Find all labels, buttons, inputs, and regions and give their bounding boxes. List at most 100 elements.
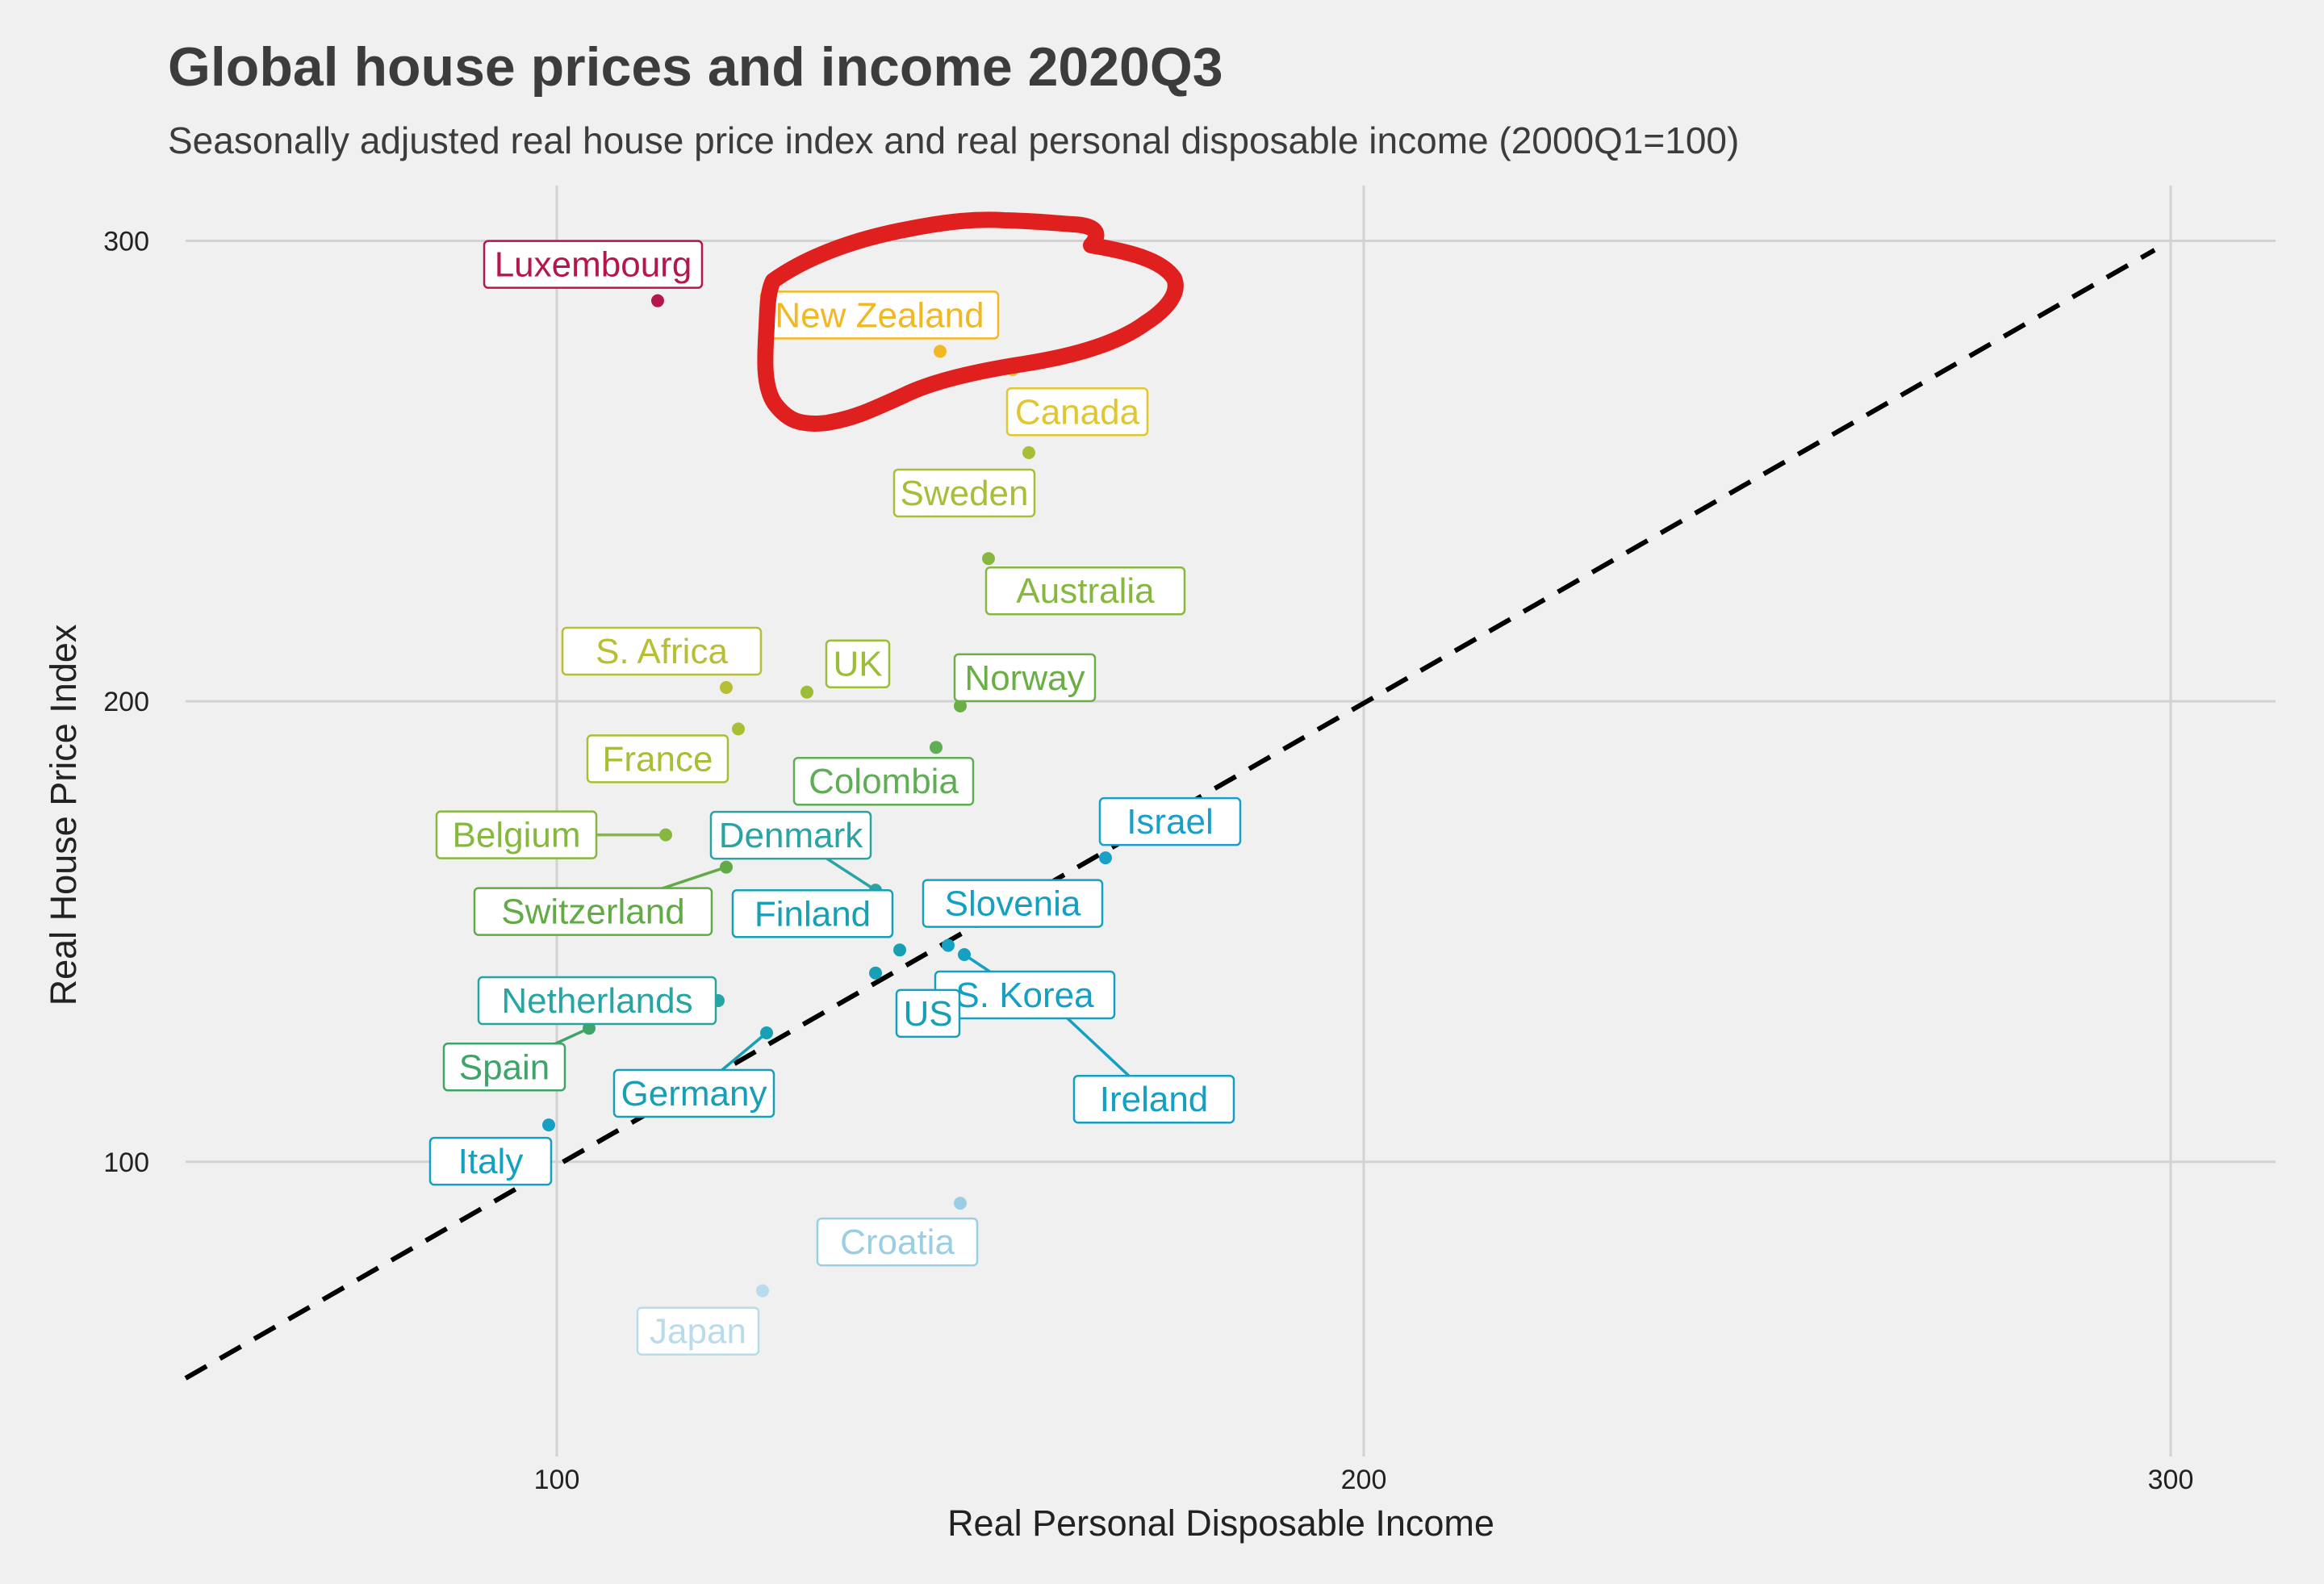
point-label: Belgium [435, 810, 598, 859]
data-point [942, 938, 955, 952]
label-box [586, 734, 729, 784]
label-box [636, 1306, 760, 1356]
point-label: Spain [442, 1043, 566, 1092]
dashed-diagonal-line [184, 248, 2156, 1381]
data-point [720, 860, 733, 874]
label-text: UK [833, 645, 882, 684]
point-label: Australia [984, 566, 1186, 616]
label-text: Luxembourg [495, 245, 692, 285]
label-box [825, 639, 891, 688]
label-text: Israel [1126, 802, 1214, 842]
data-point [651, 294, 664, 307]
label-box [1072, 1074, 1235, 1124]
data-point [542, 1118, 555, 1132]
data-point [982, 552, 995, 566]
y-axis-label: Real House Price Index [43, 624, 84, 1005]
data-point [1022, 445, 1035, 459]
point-label: S. Korea [934, 970, 1116, 1020]
chart-title: Global house prices and income 2020Q3 [168, 36, 1223, 98]
label-text: Croatia [840, 1222, 955, 1262]
label-box [428, 1136, 553, 1186]
data-point [800, 685, 813, 699]
label-text: Germany [621, 1074, 767, 1114]
label-text: New Zealand [775, 295, 984, 335]
label-text: Canada [1015, 392, 1140, 432]
data-points [542, 294, 1112, 1298]
x-tick-label: 200 [1341, 1465, 1387, 1495]
label-box [477, 976, 717, 1026]
point-label: France [586, 734, 729, 784]
data-point [1099, 851, 1112, 865]
point-label: US [895, 988, 961, 1039]
label-box [561, 626, 763, 676]
label-text: Finland [754, 894, 871, 934]
point-label: Netherlands [477, 976, 717, 1026]
point-label: Colombia [792, 756, 975, 806]
point-label: Canada [1005, 387, 1149, 437]
axis-ticks: 100 200 300 100 200 300 [103, 226, 2193, 1495]
chart-subtitle: Seasonally adjusted real house price ind… [168, 119, 1739, 161]
point-label: Japan [636, 1306, 760, 1356]
label-box [953, 653, 1097, 703]
point-label: S. Africa [561, 626, 763, 676]
label-text: Slovenia [945, 884, 1081, 924]
data-point [930, 741, 943, 754]
point-label: Italy [428, 1136, 553, 1186]
label-box [435, 810, 598, 859]
point-label: Croatia [816, 1217, 979, 1267]
label-text: Denmark [719, 816, 863, 855]
reference-line [184, 248, 2156, 1381]
y-tick-label: 200 [103, 687, 149, 717]
label-box [984, 566, 1186, 616]
label-text: Ireland [1100, 1080, 1209, 1119]
label-text: Netherlands [501, 981, 692, 1021]
data-point [954, 1197, 967, 1210]
y-tick-label: 300 [103, 226, 149, 257]
label-text: S. Korea [955, 976, 1094, 1015]
label-box [473, 887, 713, 936]
y-tick-label: 100 [103, 1147, 149, 1178]
red-circle-annotation [757, 211, 1184, 432]
data-point [869, 966, 882, 980]
point-label: Finland [731, 889, 894, 938]
x-axis-label: Real Personal Disposable Income [947, 1503, 1494, 1544]
point-label: Denmark [709, 810, 872, 860]
label-text: France [603, 739, 713, 779]
label-box [612, 1068, 775, 1118]
point-label: Israel [1098, 796, 1242, 846]
point-label: New Zealand [759, 290, 1000, 340]
point-labels: Luxembourg New Zealand Canada Sweden Austral… [428, 240, 1242, 1356]
point-label: UK [825, 639, 891, 688]
x-tick-label: 100 [534, 1465, 580, 1495]
data-point [893, 943, 906, 957]
point-label: Germany [612, 1068, 775, 1118]
label-box [1005, 387, 1149, 437]
label-text: Belgium [453, 816, 581, 855]
label-box [922, 879, 1104, 928]
data-point [760, 1026, 773, 1039]
label-box [1098, 796, 1242, 846]
point-label: Slovenia [922, 879, 1104, 928]
data-point [756, 1284, 769, 1298]
data-point [958, 947, 971, 961]
label-box [792, 756, 975, 806]
label-connectors [504, 833, 1156, 1101]
label-box [895, 988, 961, 1039]
label-box [709, 810, 872, 860]
label-text: US [903, 994, 952, 1034]
point-label: Norway [953, 653, 1097, 703]
label-text: Colombia [809, 762, 959, 801]
label-text: Japan [650, 1312, 746, 1352]
data-point [732, 722, 745, 736]
data-point [934, 345, 947, 358]
data-point [659, 828, 672, 842]
label-text: Switzerland [501, 892, 684, 932]
point-label: Ireland [1072, 1074, 1235, 1124]
label-text: Norway [964, 658, 1085, 698]
x-tick-label: 300 [2148, 1465, 2194, 1495]
point-label: Sweden [892, 468, 1036, 518]
label-text: Australia [1016, 571, 1155, 611]
label-box [816, 1217, 979, 1267]
data-point [720, 681, 733, 695]
